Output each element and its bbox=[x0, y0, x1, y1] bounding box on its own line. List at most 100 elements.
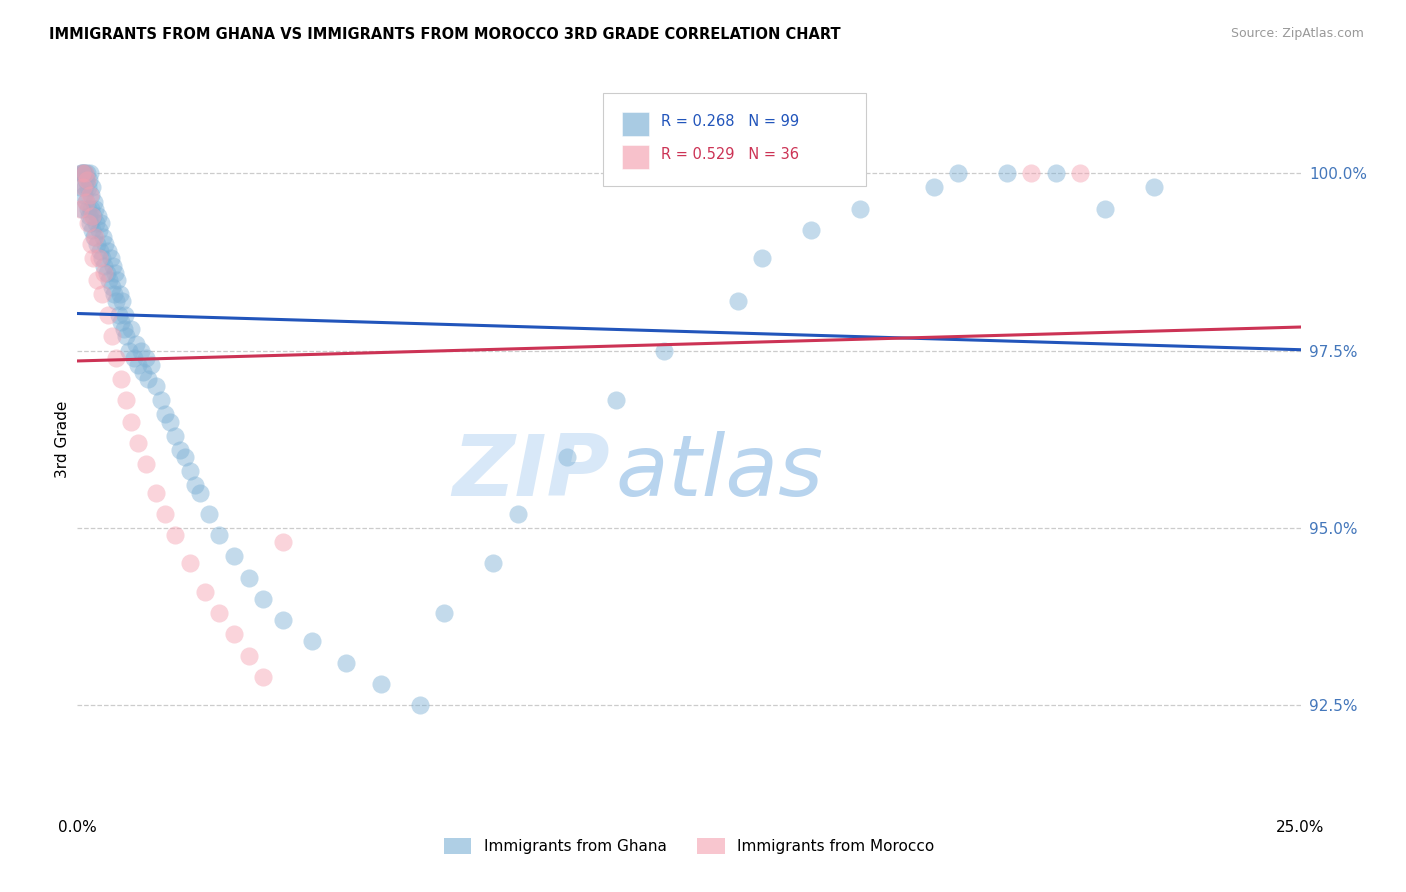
Point bbox=[135, 351, 157, 365]
Text: R = 0.268   N = 99: R = 0.268 N = 99 bbox=[661, 114, 799, 129]
Point bbox=[132, 365, 155, 379]
Point bbox=[77, 216, 100, 230]
Point bbox=[80, 209, 103, 223]
Point bbox=[159, 415, 181, 429]
Point bbox=[800, 223, 823, 237]
Point bbox=[751, 252, 773, 266]
Point bbox=[76, 173, 98, 187]
Point bbox=[82, 209, 104, 223]
Point bbox=[995, 166, 1018, 180]
Point bbox=[90, 286, 112, 301]
Point bbox=[79, 187, 101, 202]
Point bbox=[70, 166, 93, 180]
Point bbox=[145, 485, 167, 500]
Point bbox=[155, 408, 177, 422]
Point bbox=[482, 557, 505, 571]
Point bbox=[184, 478, 207, 492]
Point bbox=[77, 209, 100, 223]
Point bbox=[87, 223, 110, 237]
Point bbox=[120, 415, 142, 429]
Point bbox=[79, 166, 101, 180]
Point bbox=[238, 648, 260, 663]
Point bbox=[104, 266, 127, 280]
Point bbox=[73, 180, 96, 194]
Point bbox=[72, 180, 94, 194]
Point bbox=[127, 358, 149, 372]
Point bbox=[69, 180, 91, 194]
Point bbox=[120, 322, 142, 336]
Point bbox=[110, 286, 132, 301]
Point bbox=[271, 535, 294, 549]
Point bbox=[96, 266, 118, 280]
Point bbox=[165, 528, 187, 542]
Point bbox=[301, 634, 323, 648]
Point bbox=[101, 259, 124, 273]
Point bbox=[90, 216, 112, 230]
Point bbox=[80, 180, 103, 194]
FancyBboxPatch shape bbox=[621, 145, 648, 169]
Point bbox=[108, 308, 131, 322]
Point bbox=[87, 209, 110, 223]
Point bbox=[409, 698, 432, 713]
Point bbox=[193, 584, 215, 599]
Point bbox=[115, 329, 138, 343]
Point bbox=[127, 435, 149, 450]
Point bbox=[169, 442, 191, 457]
Point bbox=[922, 180, 945, 194]
Y-axis label: 3rd Grade: 3rd Grade bbox=[55, 401, 70, 478]
Point bbox=[98, 273, 121, 287]
Point bbox=[238, 571, 260, 585]
Point bbox=[555, 450, 578, 464]
Point bbox=[1021, 166, 1043, 180]
Point bbox=[82, 252, 104, 266]
Point bbox=[111, 293, 134, 308]
Point bbox=[97, 244, 120, 259]
Point bbox=[222, 549, 245, 564]
Point bbox=[83, 194, 105, 209]
Text: atlas: atlas bbox=[616, 432, 824, 515]
Point bbox=[165, 429, 187, 443]
Point bbox=[149, 393, 172, 408]
Point bbox=[79, 216, 101, 230]
Point bbox=[335, 656, 357, 670]
Point bbox=[946, 166, 969, 180]
Point bbox=[252, 591, 274, 606]
Point bbox=[122, 351, 145, 365]
Legend: Immigrants from Ghana, Immigrants from Morocco: Immigrants from Ghana, Immigrants from M… bbox=[437, 831, 941, 860]
Text: R = 0.529   N = 36: R = 0.529 N = 36 bbox=[661, 147, 799, 162]
Point bbox=[136, 372, 159, 386]
Point bbox=[75, 166, 97, 180]
Point bbox=[271, 613, 294, 627]
Point bbox=[91, 230, 114, 244]
Point bbox=[70, 166, 93, 180]
Point bbox=[222, 627, 245, 641]
Point bbox=[77, 173, 100, 187]
Point bbox=[179, 557, 201, 571]
Point bbox=[86, 237, 108, 252]
Point bbox=[506, 507, 529, 521]
Point bbox=[75, 173, 97, 187]
Point bbox=[105, 351, 128, 365]
Point bbox=[100, 329, 122, 343]
Point bbox=[110, 372, 132, 386]
Point bbox=[135, 457, 157, 471]
Point bbox=[112, 322, 135, 336]
Text: ZIP: ZIP bbox=[451, 432, 609, 515]
Point bbox=[727, 293, 749, 308]
Point bbox=[1069, 166, 1091, 180]
Point bbox=[433, 606, 456, 620]
Point bbox=[605, 393, 627, 408]
Point bbox=[73, 166, 96, 180]
Point bbox=[100, 280, 122, 294]
Point bbox=[80, 202, 103, 216]
Point bbox=[252, 670, 274, 684]
Point bbox=[93, 259, 115, 273]
Point bbox=[1045, 166, 1067, 180]
Point bbox=[118, 343, 141, 358]
Point bbox=[84, 230, 107, 244]
Point bbox=[89, 252, 111, 266]
Point bbox=[76, 166, 98, 180]
Point bbox=[80, 237, 103, 252]
Point bbox=[76, 202, 98, 216]
Point bbox=[100, 252, 122, 266]
